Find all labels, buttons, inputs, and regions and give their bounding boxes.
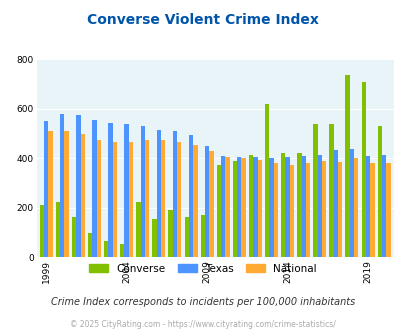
Bar bbox=[72, 216, 76, 257]
Bar bbox=[40, 205, 44, 257]
Bar bbox=[205, 146, 209, 257]
Bar bbox=[173, 131, 177, 257]
Bar bbox=[193, 145, 197, 257]
Bar bbox=[301, 156, 305, 257]
Bar bbox=[136, 202, 140, 257]
Bar bbox=[333, 150, 337, 257]
Bar bbox=[128, 142, 133, 257]
Text: Converse Violent Crime Index: Converse Violent Crime Index bbox=[87, 13, 318, 27]
Bar bbox=[386, 163, 390, 257]
Bar bbox=[381, 155, 386, 257]
Bar bbox=[96, 140, 101, 257]
Bar bbox=[296, 153, 301, 257]
Legend: Converse, Texas, National: Converse, Texas, National bbox=[89, 264, 316, 274]
Bar bbox=[108, 122, 113, 257]
Bar bbox=[349, 148, 353, 257]
Bar bbox=[64, 131, 68, 257]
Bar bbox=[369, 163, 374, 257]
Bar bbox=[156, 130, 161, 257]
Bar bbox=[209, 151, 213, 257]
Bar bbox=[264, 104, 269, 257]
Bar bbox=[145, 140, 149, 257]
Bar bbox=[345, 76, 349, 257]
Bar bbox=[237, 157, 241, 257]
Text: © 2025 CityRating.com - https://www.cityrating.com/crime-statistics/: © 2025 CityRating.com - https://www.city… bbox=[70, 319, 335, 329]
Bar bbox=[328, 124, 333, 257]
Bar bbox=[76, 115, 80, 257]
Bar bbox=[92, 120, 96, 257]
Bar bbox=[188, 135, 193, 257]
Bar bbox=[152, 219, 156, 257]
Bar bbox=[289, 165, 293, 257]
Bar bbox=[313, 124, 317, 257]
Bar bbox=[353, 158, 358, 257]
Bar bbox=[177, 142, 181, 257]
Bar bbox=[55, 202, 60, 257]
Bar bbox=[361, 82, 365, 257]
Bar bbox=[140, 126, 145, 257]
Bar bbox=[104, 241, 108, 257]
Bar bbox=[44, 121, 48, 257]
Bar bbox=[280, 153, 285, 257]
Bar bbox=[257, 160, 261, 257]
Bar bbox=[337, 162, 341, 257]
Bar bbox=[124, 124, 128, 257]
Bar bbox=[216, 165, 220, 257]
Text: Crime Index corresponds to incidents per 100,000 inhabitants: Crime Index corresponds to incidents per… bbox=[51, 297, 354, 307]
Bar bbox=[253, 157, 257, 257]
Bar bbox=[285, 157, 289, 257]
Bar bbox=[120, 244, 124, 257]
Bar bbox=[220, 156, 225, 257]
Bar bbox=[317, 155, 321, 257]
Bar bbox=[168, 211, 173, 257]
Bar bbox=[321, 161, 326, 257]
Bar bbox=[241, 158, 245, 257]
Bar bbox=[200, 215, 205, 257]
Bar bbox=[232, 161, 237, 257]
Bar bbox=[60, 114, 64, 257]
Bar bbox=[48, 131, 53, 257]
Bar bbox=[305, 163, 309, 257]
Bar bbox=[184, 216, 188, 257]
Bar bbox=[161, 140, 165, 257]
Bar bbox=[225, 157, 229, 257]
Bar bbox=[88, 233, 92, 257]
Bar bbox=[248, 155, 253, 257]
Bar bbox=[80, 134, 85, 257]
Bar bbox=[273, 163, 277, 257]
Bar bbox=[113, 142, 117, 257]
Bar bbox=[365, 156, 369, 257]
Bar bbox=[377, 126, 381, 257]
Bar bbox=[269, 158, 273, 257]
